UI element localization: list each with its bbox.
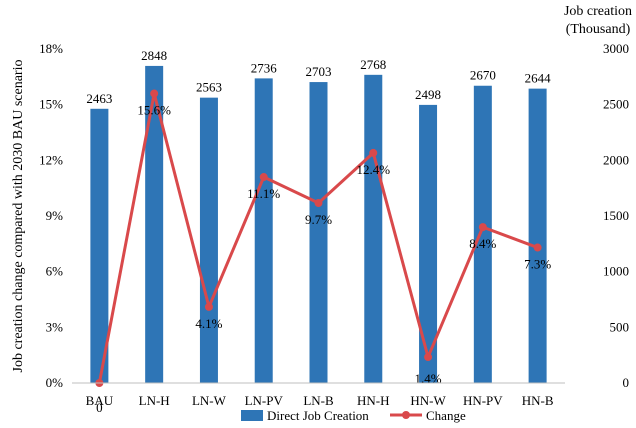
y-tick-right: 0 <box>623 375 630 390</box>
change-label-hn-h: 12.4% <box>356 162 390 177</box>
y-axis-left: 0% 3% 6% 9% 12% 15% 18% <box>39 41 63 390</box>
change-marker-hn-b <box>533 243 542 252</box>
y-axis-right: 0 500 1000 1500 2000 2500 3000 <box>603 41 629 390</box>
legend-swatch-change-marker <box>402 411 410 419</box>
change-label-hn-b: 7.3% <box>524 257 551 272</box>
bar-label-ln-h: 2848 <box>141 48 167 63</box>
bar-label-hn-pv: 2670 <box>470 68 496 83</box>
change-label-bau: 0 <box>96 400 103 415</box>
y-axis-right-title-line2: (Thousand) <box>566 22 631 37</box>
change-marker-ln-w <box>204 302 213 311</box>
bar-series <box>90 65 547 384</box>
y-tick-right: 500 <box>610 319 630 334</box>
change-marker-hn-h <box>369 148 378 157</box>
x-tick-bau: BAU <box>86 393 114 408</box>
change-label-ln-b: 9.7% <box>305 212 332 227</box>
x-tick-ln-w: LN-W <box>192 393 227 408</box>
change-label-hn-pv: 8.4% <box>469 236 496 251</box>
change-label-ln-pv: 11.1% <box>247 186 280 201</box>
bar-hn-w <box>419 104 438 383</box>
change-marker-ln-h <box>150 89 159 98</box>
change-marker-ln-b <box>314 199 323 208</box>
y-tick-right: 2500 <box>603 97 629 112</box>
legend: Direct Job Creation Change <box>241 408 466 423</box>
x-tick-ln-h: LN-H <box>139 393 170 408</box>
bar-label-ln-pv: 2736 <box>251 60 278 75</box>
bar-hn-h <box>364 74 383 383</box>
bar-label-hn-b: 2644 <box>525 71 552 86</box>
y-tick-left: 18% <box>39 41 63 56</box>
bar-hn-pv <box>473 85 492 384</box>
bar-label-hn-h: 2768 <box>360 57 386 72</box>
bar-label-bau: 2463 <box>86 91 112 106</box>
bar-ln-b <box>309 82 328 383</box>
y-tick-left: 15% <box>39 97 63 112</box>
bar-ln-w <box>199 97 218 384</box>
y-tick-left: 3% <box>46 319 64 334</box>
bar-hn-b <box>528 88 547 383</box>
x-tick-hn-pv: HN-PV <box>463 393 503 408</box>
y-tick-left: 12% <box>39 152 63 167</box>
y-tick-right: 2000 <box>603 152 629 167</box>
bar-ln-pv <box>254 78 273 383</box>
change-marker-hn-w <box>424 353 433 362</box>
change-marker-ln-pv <box>259 173 268 182</box>
change-label-ln-w: 4.1% <box>195 316 222 331</box>
change-label-ln-h: 15.6% <box>137 103 171 118</box>
bar-bau <box>90 108 109 383</box>
bar-label-ln-w: 2563 <box>196 80 222 95</box>
change-label-hn-w: 1.4% <box>415 371 442 386</box>
x-axis: BAU LN-H LN-W LN-PV LN-B HN-H HN-W HN-PV HN-B <box>72 382 565 408</box>
x-tick-hn-b: HN-B <box>522 393 554 408</box>
y-tick-left: 9% <box>46 208 64 223</box>
y-axis-right-title-line1: Job creation <box>564 4 632 19</box>
y-tick-right: 1000 <box>603 264 629 279</box>
x-tick-hn-w: HN-W <box>410 393 446 408</box>
line-data-labels: 0 15.6% 4.1% 11.1% 9.7% 12.4% 1.4% 8.4% 7.3% <box>96 103 551 415</box>
bar-label-ln-b: 2703 <box>306 64 332 79</box>
x-tick-hn-h: HN-H <box>357 393 390 408</box>
x-tick-ln-pv: LN-PV <box>245 393 284 408</box>
y-tick-right: 3000 <box>603 41 629 56</box>
change-marker-hn-pv <box>478 223 487 232</box>
line-series <box>95 89 542 387</box>
bar-label-hn-w: 2498 <box>415 87 441 102</box>
legend-label-direct-job-creation: Direct Job Creation <box>267 408 369 423</box>
y-tick-left: 6% <box>46 264 64 279</box>
y-tick-left: 0% <box>46 375 64 390</box>
legend-swatch-direct-job-creation <box>241 410 263 421</box>
bar-data-labels: 2463 2848 2563 2736 2703 2768 2498 2670 2644 <box>86 48 551 106</box>
x-tick-ln-b: LN-B <box>303 393 334 408</box>
y-axis-left-title: Job creation change compared with 2030 B… <box>11 60 26 373</box>
bar-ln-h <box>145 65 164 383</box>
y-tick-right: 1500 <box>603 208 629 223</box>
legend-label-change: Change <box>426 408 466 423</box>
